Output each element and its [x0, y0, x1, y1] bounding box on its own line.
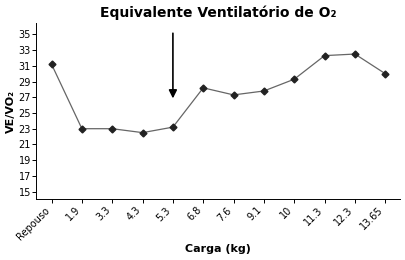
Title: Equivalente Ventilatório de O₂: Equivalente Ventilatório de O₂: [100, 5, 336, 20]
X-axis label: Carga (kg): Carga (kg): [185, 244, 251, 255]
Y-axis label: VE/VO₂: VE/VO₂: [6, 89, 15, 133]
